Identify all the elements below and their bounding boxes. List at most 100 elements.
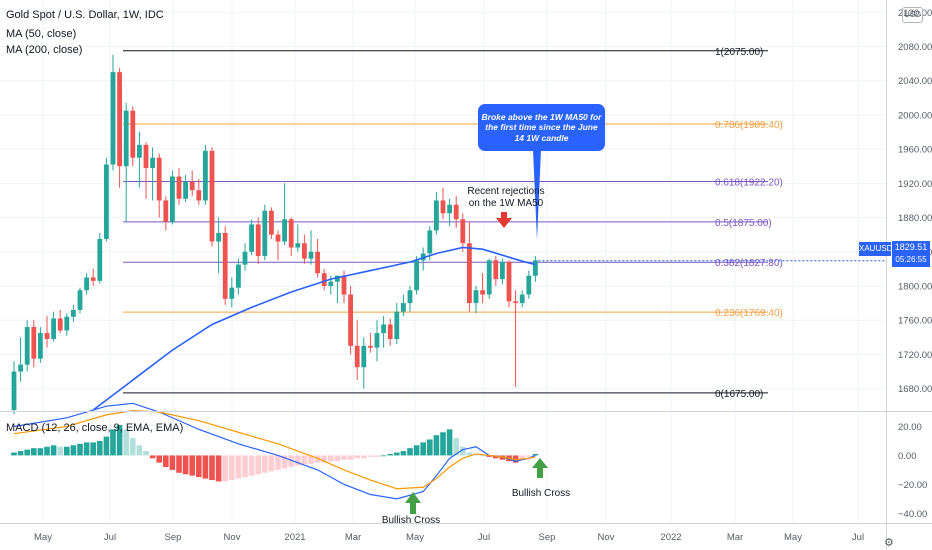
macd-histogram-bar — [248, 455, 255, 476]
macd-histogram-bar — [328, 455, 334, 462]
last-price: 1829.51 — [894, 242, 928, 252]
macd-tick-label: 20.00 — [898, 422, 922, 433]
macd-histogram-bar — [460, 446, 466, 456]
macd-histogram-bar — [222, 455, 228, 482]
ma50-legend[interactable]: MA (50, close) — [6, 28, 77, 40]
macd-histogram-bar — [123, 429, 129, 456]
price-tick-label: 1760.00 — [898, 316, 932, 327]
macd-histogram-bar — [103, 436, 110, 456]
callout-box: Broke above the 1W MA50 for the first ti… — [478, 104, 605, 151]
time-tick-label: Sep — [165, 532, 182, 543]
currency-label[interactable]: USD — [902, 7, 923, 23]
macd-histogram-bar — [446, 429, 453, 456]
macd-histogram-bar — [301, 455, 308, 465]
candle-body — [31, 327, 37, 359]
grid — [0, 0, 886, 522]
macd-histogram-bar — [440, 432, 446, 456]
macd-histogram-bar — [235, 455, 242, 479]
candle-body — [526, 275, 532, 295]
candle-body — [209, 150, 215, 242]
macd-histogram-bar — [519, 455, 525, 460]
candle-body — [513, 301, 518, 304]
fib-label: 0.236(1769.40) — [715, 308, 783, 319]
candle-body — [104, 164, 109, 239]
time-tick-label: Nov — [598, 532, 615, 543]
fib-label: 1(2075.00) — [715, 47, 763, 58]
price-tick-label: 1680.00 — [898, 384, 932, 395]
macd-histogram-bar — [110, 429, 116, 456]
price-tick-label: 1960.00 — [898, 145, 932, 156]
macd-histogram-bar — [473, 453, 479, 456]
candle-body — [341, 275, 347, 295]
candle-body — [90, 277, 96, 281]
candle-body — [302, 243, 307, 259]
time-tick-label: Jul — [104, 532, 116, 543]
macd-histogram-bar — [321, 455, 327, 463]
candle-body — [519, 294, 525, 304]
candle-body — [427, 230, 433, 254]
price-tick-label: 2120.00 — [898, 8, 932, 19]
candle-body — [381, 324, 386, 334]
macd-histogram-bar — [149, 455, 156, 459]
macd-histogram-bar — [453, 438, 459, 456]
gear-icon[interactable]: ⚙ — [884, 537, 894, 549]
time-tick-label: 2022 — [660, 532, 681, 543]
candle-body — [150, 157, 155, 168]
candle-body — [236, 264, 241, 288]
macd-histogram-bar — [433, 435, 440, 456]
time-tick-label: Mar — [727, 532, 743, 543]
candle-body — [269, 210, 274, 235]
candle-body — [110, 72, 116, 165]
candle-body — [486, 260, 492, 295]
candle-body — [328, 281, 334, 286]
macd-legend[interactable]: MACD (12, 26, close, 9, EMA, EMA) — [6, 422, 184, 434]
macd-histogram-bar — [64, 446, 70, 456]
macd-histogram-bar — [493, 455, 499, 459]
candle-body — [203, 150, 208, 201]
fib-retracement[interactable]: 1(2075.00) 0.786(1989.40) 0.618(1922.20) 0.… — [123, 47, 783, 400]
macd-histogram-bar — [347, 455, 354, 460]
fib-label: 0.618(1922.20) — [715, 177, 783, 188]
macd-histogram-bar — [374, 455, 380, 457]
macd-histogram-bar — [361, 455, 367, 459]
countdown: 05:26:55 — [895, 255, 927, 264]
macd-histogram-bar — [275, 455, 281, 470]
macd-histogram-bar — [163, 455, 169, 467]
time-tick-label: May — [34, 532, 52, 543]
time-tick-label: Mar — [345, 532, 361, 543]
candle-body — [242, 251, 248, 265]
macd-pane — [11, 402, 539, 500]
macd-histogram-bar — [24, 449, 30, 456]
time-tick-label: Sep — [539, 532, 556, 543]
candle-body — [480, 290, 485, 295]
macd-histogram-bar — [512, 455, 519, 463]
candle-body — [255, 224, 261, 257]
candle-body — [143, 144, 149, 168]
candle-body — [447, 204, 452, 214]
candle-body — [170, 176, 175, 222]
callout-pointer — [533, 150, 541, 240]
macd-histogram-bar — [314, 455, 321, 463]
candle-body — [222, 232, 228, 299]
candle-body — [84, 277, 89, 291]
fib-label: 0.786(1989.40) — [715, 120, 783, 131]
ma200-legend[interactable]: MA (200, close) — [6, 44, 83, 56]
candle-body — [189, 181, 195, 191]
bullish-cross-label: Bullish Cross — [382, 515, 440, 526]
price-tick-label: 2040.00 — [898, 76, 932, 87]
price-tick-label: 2000.00 — [898, 110, 932, 121]
candle-body — [18, 364, 23, 372]
fib-label: 0.382(1827.80) — [715, 258, 783, 269]
candle-body — [196, 190, 202, 201]
macd-histogram-bar — [57, 446, 63, 456]
green-up-arrow-icon — [405, 492, 421, 514]
macd-histogram-bar — [268, 455, 275, 472]
candle-body — [24, 327, 30, 365]
macd-histogram-bar — [215, 455, 222, 482]
macd-histogram-bar — [380, 455, 387, 457]
macd-histogram-bar — [189, 455, 195, 476]
candle-body — [77, 290, 83, 310]
candle-body — [57, 318, 63, 331]
